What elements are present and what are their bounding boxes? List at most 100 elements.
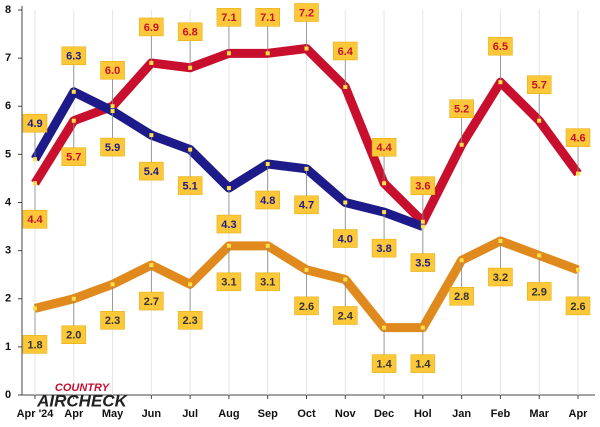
logo-top: COUNTRY <box>55 382 111 394</box>
y-tick-label: 2 <box>5 293 11 305</box>
point-marker <box>343 85 348 89</box>
x-tick-label: Jul <box>182 408 198 420</box>
label-box <box>294 296 319 316</box>
data-label: 6.9 <box>144 22 159 34</box>
data-label: 4.3 <box>221 219 236 231</box>
data-label: 6.5 <box>493 41 508 53</box>
point-marker <box>459 142 464 147</box>
x-tick-label: Jan <box>452 408 471 420</box>
data-label: 5.7 <box>532 80 547 92</box>
point-marker <box>576 267 580 272</box>
data-label: 4.6 <box>570 133 585 145</box>
point-marker <box>149 133 154 138</box>
label-box <box>22 113 48 133</box>
data-label: 4.7 <box>299 200 314 212</box>
point-marker <box>110 104 115 109</box>
label-box <box>139 161 164 181</box>
label-box <box>565 296 591 316</box>
y-tick-label: 4 <box>5 196 12 208</box>
point-marker <box>459 258 464 263</box>
point-marker <box>226 51 231 56</box>
x-tick-label: Jun <box>142 408 162 420</box>
label-box <box>488 267 513 287</box>
point-marker <box>304 166 309 171</box>
point-marker <box>343 277 348 282</box>
point-marker <box>33 157 37 162</box>
data-label: 5.9 <box>105 142 120 154</box>
x-tick-label: Oct <box>297 408 316 420</box>
data-label: 3.8 <box>376 243 391 255</box>
point-marker <box>71 89 76 94</box>
y-tick-label: 7 <box>5 52 11 64</box>
y-tick-label: 8 <box>5 4 11 16</box>
label-box <box>294 195 319 215</box>
data-label: 4.9 <box>27 118 42 130</box>
data-label: 6.0 <box>105 65 120 77</box>
y-tick-label: 3 <box>5 245 11 257</box>
y-tick-label: 5 <box>5 148 11 160</box>
point-marker <box>71 296 76 301</box>
label-box <box>371 354 397 373</box>
data-label: 5.2 <box>454 104 469 116</box>
point-marker <box>188 65 193 70</box>
label-box <box>177 22 203 41</box>
point-marker <box>33 306 37 311</box>
label-box <box>410 354 436 373</box>
data-label: 7.1 <box>260 12 275 24</box>
point-marker <box>420 224 425 229</box>
x-tick-label: Apr '24 <box>17 408 55 420</box>
label-box <box>526 282 552 301</box>
y-tick-label: 0 <box>5 389 11 401</box>
point-marker <box>343 200 348 205</box>
data-label: 5.4 <box>144 166 160 178</box>
data-label: 2.6 <box>570 301 585 313</box>
label-box <box>139 291 164 311</box>
label-box <box>61 46 87 66</box>
label-box <box>216 8 242 27</box>
label-box <box>565 128 591 147</box>
label-box <box>371 238 397 258</box>
point-marker <box>304 267 309 272</box>
point-marker <box>265 51 270 56</box>
label-box <box>333 306 358 325</box>
point-marker <box>149 263 154 268</box>
label-box <box>449 99 474 118</box>
data-label: 1.8 <box>27 339 42 351</box>
label-box <box>177 311 203 330</box>
x-tick-label: Mar <box>529 408 549 420</box>
label-box <box>333 229 358 248</box>
data-label: 7.1 <box>221 12 236 24</box>
labels: 4.4 5.7 6.0 6.9 6.8 7.1 7.1 7.2 6.4 4.4 3.6 5.2 6.5 5… <box>22 3 591 373</box>
data-label: 2.0 <box>66 330 81 342</box>
data-label: 4.4 <box>27 214 43 226</box>
point-marker <box>110 282 115 287</box>
x-tick-label: Feb <box>491 408 511 420</box>
point-marker <box>304 46 309 51</box>
label-box <box>333 41 358 61</box>
label-box <box>410 253 436 272</box>
point-marker <box>420 325 425 330</box>
data-label: 2.7 <box>144 296 159 308</box>
x-tick-label: Sep <box>258 408 278 420</box>
data-label: 4.8 <box>260 195 275 207</box>
data-label: 6.3 <box>66 51 81 63</box>
point-marker <box>110 109 115 114</box>
data-label: 2.6 <box>299 301 314 313</box>
data-label: 7.2 <box>299 7 314 19</box>
x-tick-label: Apr <box>64 408 84 420</box>
label-box <box>294 3 319 22</box>
x-tick-label: Nov <box>335 408 357 420</box>
point-marker <box>537 118 542 123</box>
label-box <box>255 272 280 292</box>
data-label: 3.5 <box>415 257 430 269</box>
y-tick-label: 1 <box>5 341 11 353</box>
label-box <box>371 138 397 157</box>
data-label: 2.9 <box>532 286 547 298</box>
point-marker <box>382 325 387 330</box>
label-box <box>61 147 87 166</box>
label-box <box>61 325 87 344</box>
point-marker <box>71 118 76 123</box>
label-box <box>255 8 280 27</box>
logo-bottom: AIRCHECK <box>36 391 128 410</box>
label-box <box>488 36 513 56</box>
